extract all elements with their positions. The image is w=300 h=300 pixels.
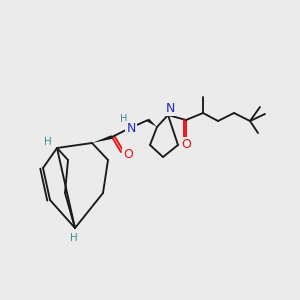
Text: H: H [70, 233, 78, 243]
Text: N: N [126, 122, 136, 134]
Text: H: H [44, 137, 52, 147]
Polygon shape [92, 135, 112, 143]
Text: N: N [165, 101, 175, 115]
Text: O: O [123, 148, 133, 160]
Text: H: H [120, 114, 128, 124]
Polygon shape [147, 118, 157, 127]
Text: O: O [181, 137, 191, 151]
